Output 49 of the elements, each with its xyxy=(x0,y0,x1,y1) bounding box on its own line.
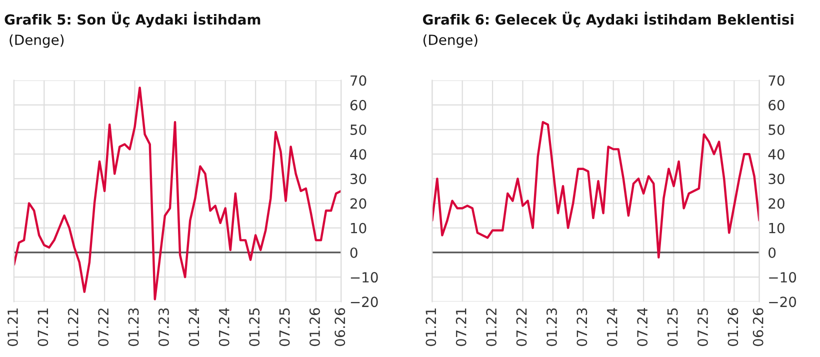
y-tick-label: −10 xyxy=(769,272,796,283)
x-tick-label: 01.25 xyxy=(667,308,678,346)
x-tick-label: 07.24 xyxy=(218,308,230,346)
chart-subtitle: (Denge) xyxy=(10,34,64,48)
x-tick-label: 06.26 xyxy=(334,308,346,346)
y-tick-label: 50 xyxy=(350,124,366,135)
x-tick-label: 07.23 xyxy=(158,308,169,346)
x-tick-label: 01.24 xyxy=(188,308,200,346)
y-tick-label: 40 xyxy=(768,149,784,160)
y-tick-label: 10 xyxy=(350,222,366,234)
x-tick-label: 01.23 xyxy=(128,308,139,346)
x-tick-label: 01.21 xyxy=(7,308,18,346)
x-tick-label: 07.23 xyxy=(576,308,588,346)
x-tick-label: 01.22 xyxy=(68,308,78,346)
y-tick-label: 20 xyxy=(768,198,784,209)
chart-subtitle: (Denge) xyxy=(423,34,478,48)
y-tick-label: 60 xyxy=(350,100,366,110)
y-tick-label: 0 xyxy=(768,247,776,258)
y-tick-label: 40 xyxy=(350,149,366,160)
x-tick-label: 01.24 xyxy=(606,308,618,346)
y-tick-label: 70 xyxy=(768,75,784,86)
y-tick-label: −20 xyxy=(769,296,796,308)
y-tick-label: −20 xyxy=(350,296,378,308)
y-tick-label: 50 xyxy=(768,124,784,135)
x-tick-label: 01.21 xyxy=(426,308,436,346)
y-tick-label: 0 xyxy=(350,247,358,258)
x-tick-label: 01.22 xyxy=(486,308,497,346)
x-tick-label: 01.25 xyxy=(249,308,260,346)
y-tick-label: 30 xyxy=(768,174,784,184)
x-tick-label: 07.25 xyxy=(697,308,708,346)
x-tick-label: 01.26 xyxy=(309,308,320,346)
x-tick-label: 07.25 xyxy=(279,308,290,346)
x-tick-label: 01.23 xyxy=(546,308,557,346)
x-tick-label: 07.22 xyxy=(516,308,527,346)
x-tick-label: 06.26 xyxy=(752,308,764,346)
line-series xyxy=(432,121,760,259)
y-tick-label: −10 xyxy=(350,272,378,283)
x-tick-label: 07.21 xyxy=(456,308,466,346)
x-tick-label: 07.21 xyxy=(38,308,48,346)
y-tick-label: 60 xyxy=(768,100,784,110)
y-tick-label: 20 xyxy=(350,198,366,209)
x-tick-label: 01.26 xyxy=(728,308,738,346)
x-tick-label: 07.22 xyxy=(98,308,109,346)
y-tick-label: 30 xyxy=(350,174,366,184)
y-tick-label: 70 xyxy=(350,75,366,86)
chart-title: Grafik 5: Son Üç Aydaki İstihdam xyxy=(4,12,260,28)
y-tick-label: 10 xyxy=(769,222,784,234)
chart-title: Grafik 6: Gelecek Üç Aydaki İstihdam Beklentisi xyxy=(422,12,794,28)
x-tick-label: 07.24 xyxy=(637,308,648,346)
